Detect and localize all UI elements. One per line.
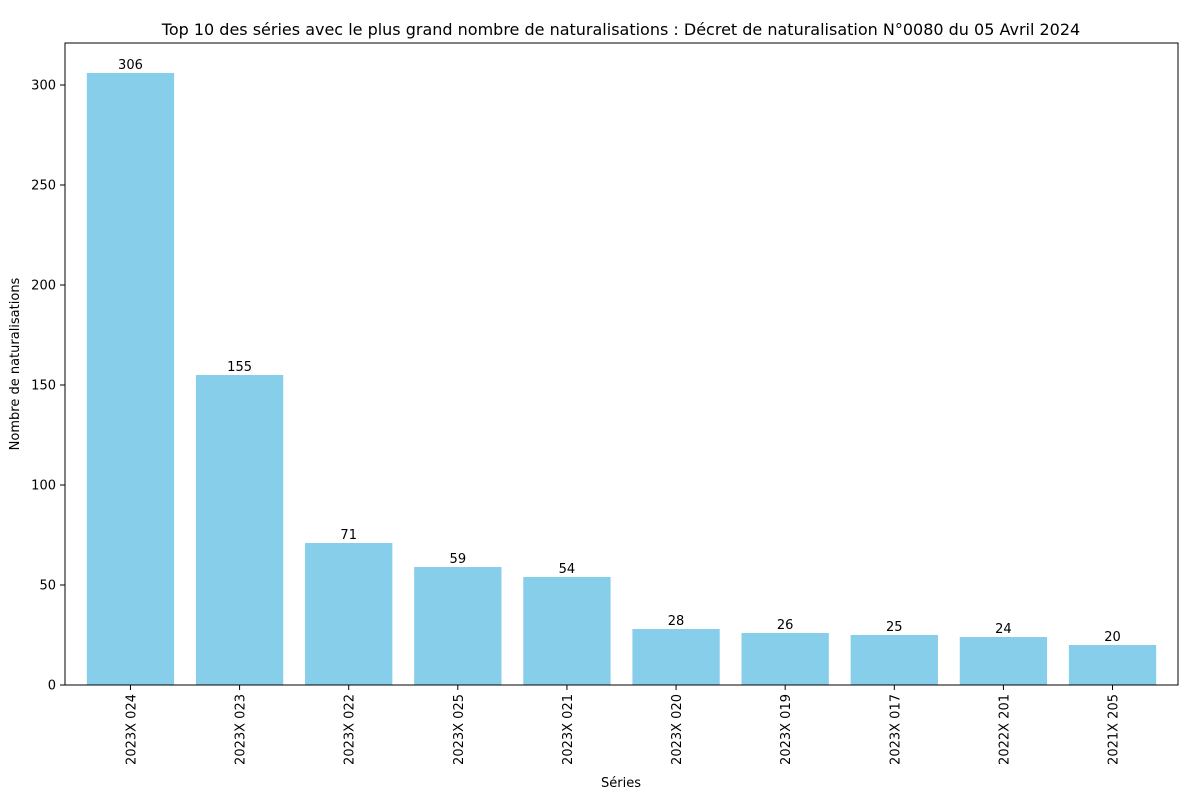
x-axis-title: Séries xyxy=(601,776,641,791)
bar xyxy=(305,543,393,685)
bar xyxy=(414,567,502,685)
bar xyxy=(850,635,938,685)
bar xyxy=(86,73,175,685)
bar-value-label: 155 xyxy=(227,360,252,375)
bar-value-label: 25 xyxy=(886,620,903,635)
bar xyxy=(959,637,1048,685)
x-tick-label: 2023X 024 xyxy=(124,694,139,765)
x-tick-label: 2023X 022 xyxy=(343,694,358,765)
x-tick-label: 2023X 017 xyxy=(888,694,903,765)
bar-value-label: 20 xyxy=(1104,630,1121,645)
x-tick-label: 2023X 025 xyxy=(452,694,467,765)
bar-value-label: 54 xyxy=(559,562,576,577)
y-tick-label: 300 xyxy=(31,79,56,94)
bar-value-label: 306 xyxy=(118,58,143,73)
bar-value-label: 28 xyxy=(668,614,685,629)
y-tick-label: 200 xyxy=(31,279,56,294)
bar-value-label: 71 xyxy=(340,528,357,543)
y-tick-label: 50 xyxy=(39,579,56,594)
plot-frame xyxy=(64,42,1179,686)
bar xyxy=(632,629,720,685)
y-tick-label: 0 xyxy=(48,679,56,694)
bar-value-label: 26 xyxy=(777,618,794,633)
chart-title: Top 10 des séries avec le plus grand nom… xyxy=(161,20,1080,39)
bar-value-label: 59 xyxy=(450,552,467,567)
bar-value-label: 24 xyxy=(995,622,1012,637)
y-axis-title: Nombre de naturalisations xyxy=(8,277,23,450)
x-tick-label: 2022X 201 xyxy=(997,694,1012,765)
x-tick-label: 2021X 205 xyxy=(1107,694,1122,765)
bar xyxy=(523,577,611,685)
x-tick-label: 2023X 021 xyxy=(561,694,576,765)
x-tick-label: 2023X 020 xyxy=(670,694,685,765)
x-tick-label: 2023X 019 xyxy=(779,694,794,765)
bar xyxy=(741,633,829,685)
bar xyxy=(195,375,284,685)
bar xyxy=(1068,645,1157,685)
y-tick-label: 150 xyxy=(31,379,56,394)
plot-area: 0 50 100 150 200 250 300 306 2023X 024 155 2023X 0… xyxy=(31,58,1157,765)
x-tick-label: 2023X 023 xyxy=(234,694,249,765)
y-tick-label: 100 xyxy=(31,479,56,494)
y-tick-label: 250 xyxy=(31,179,56,194)
